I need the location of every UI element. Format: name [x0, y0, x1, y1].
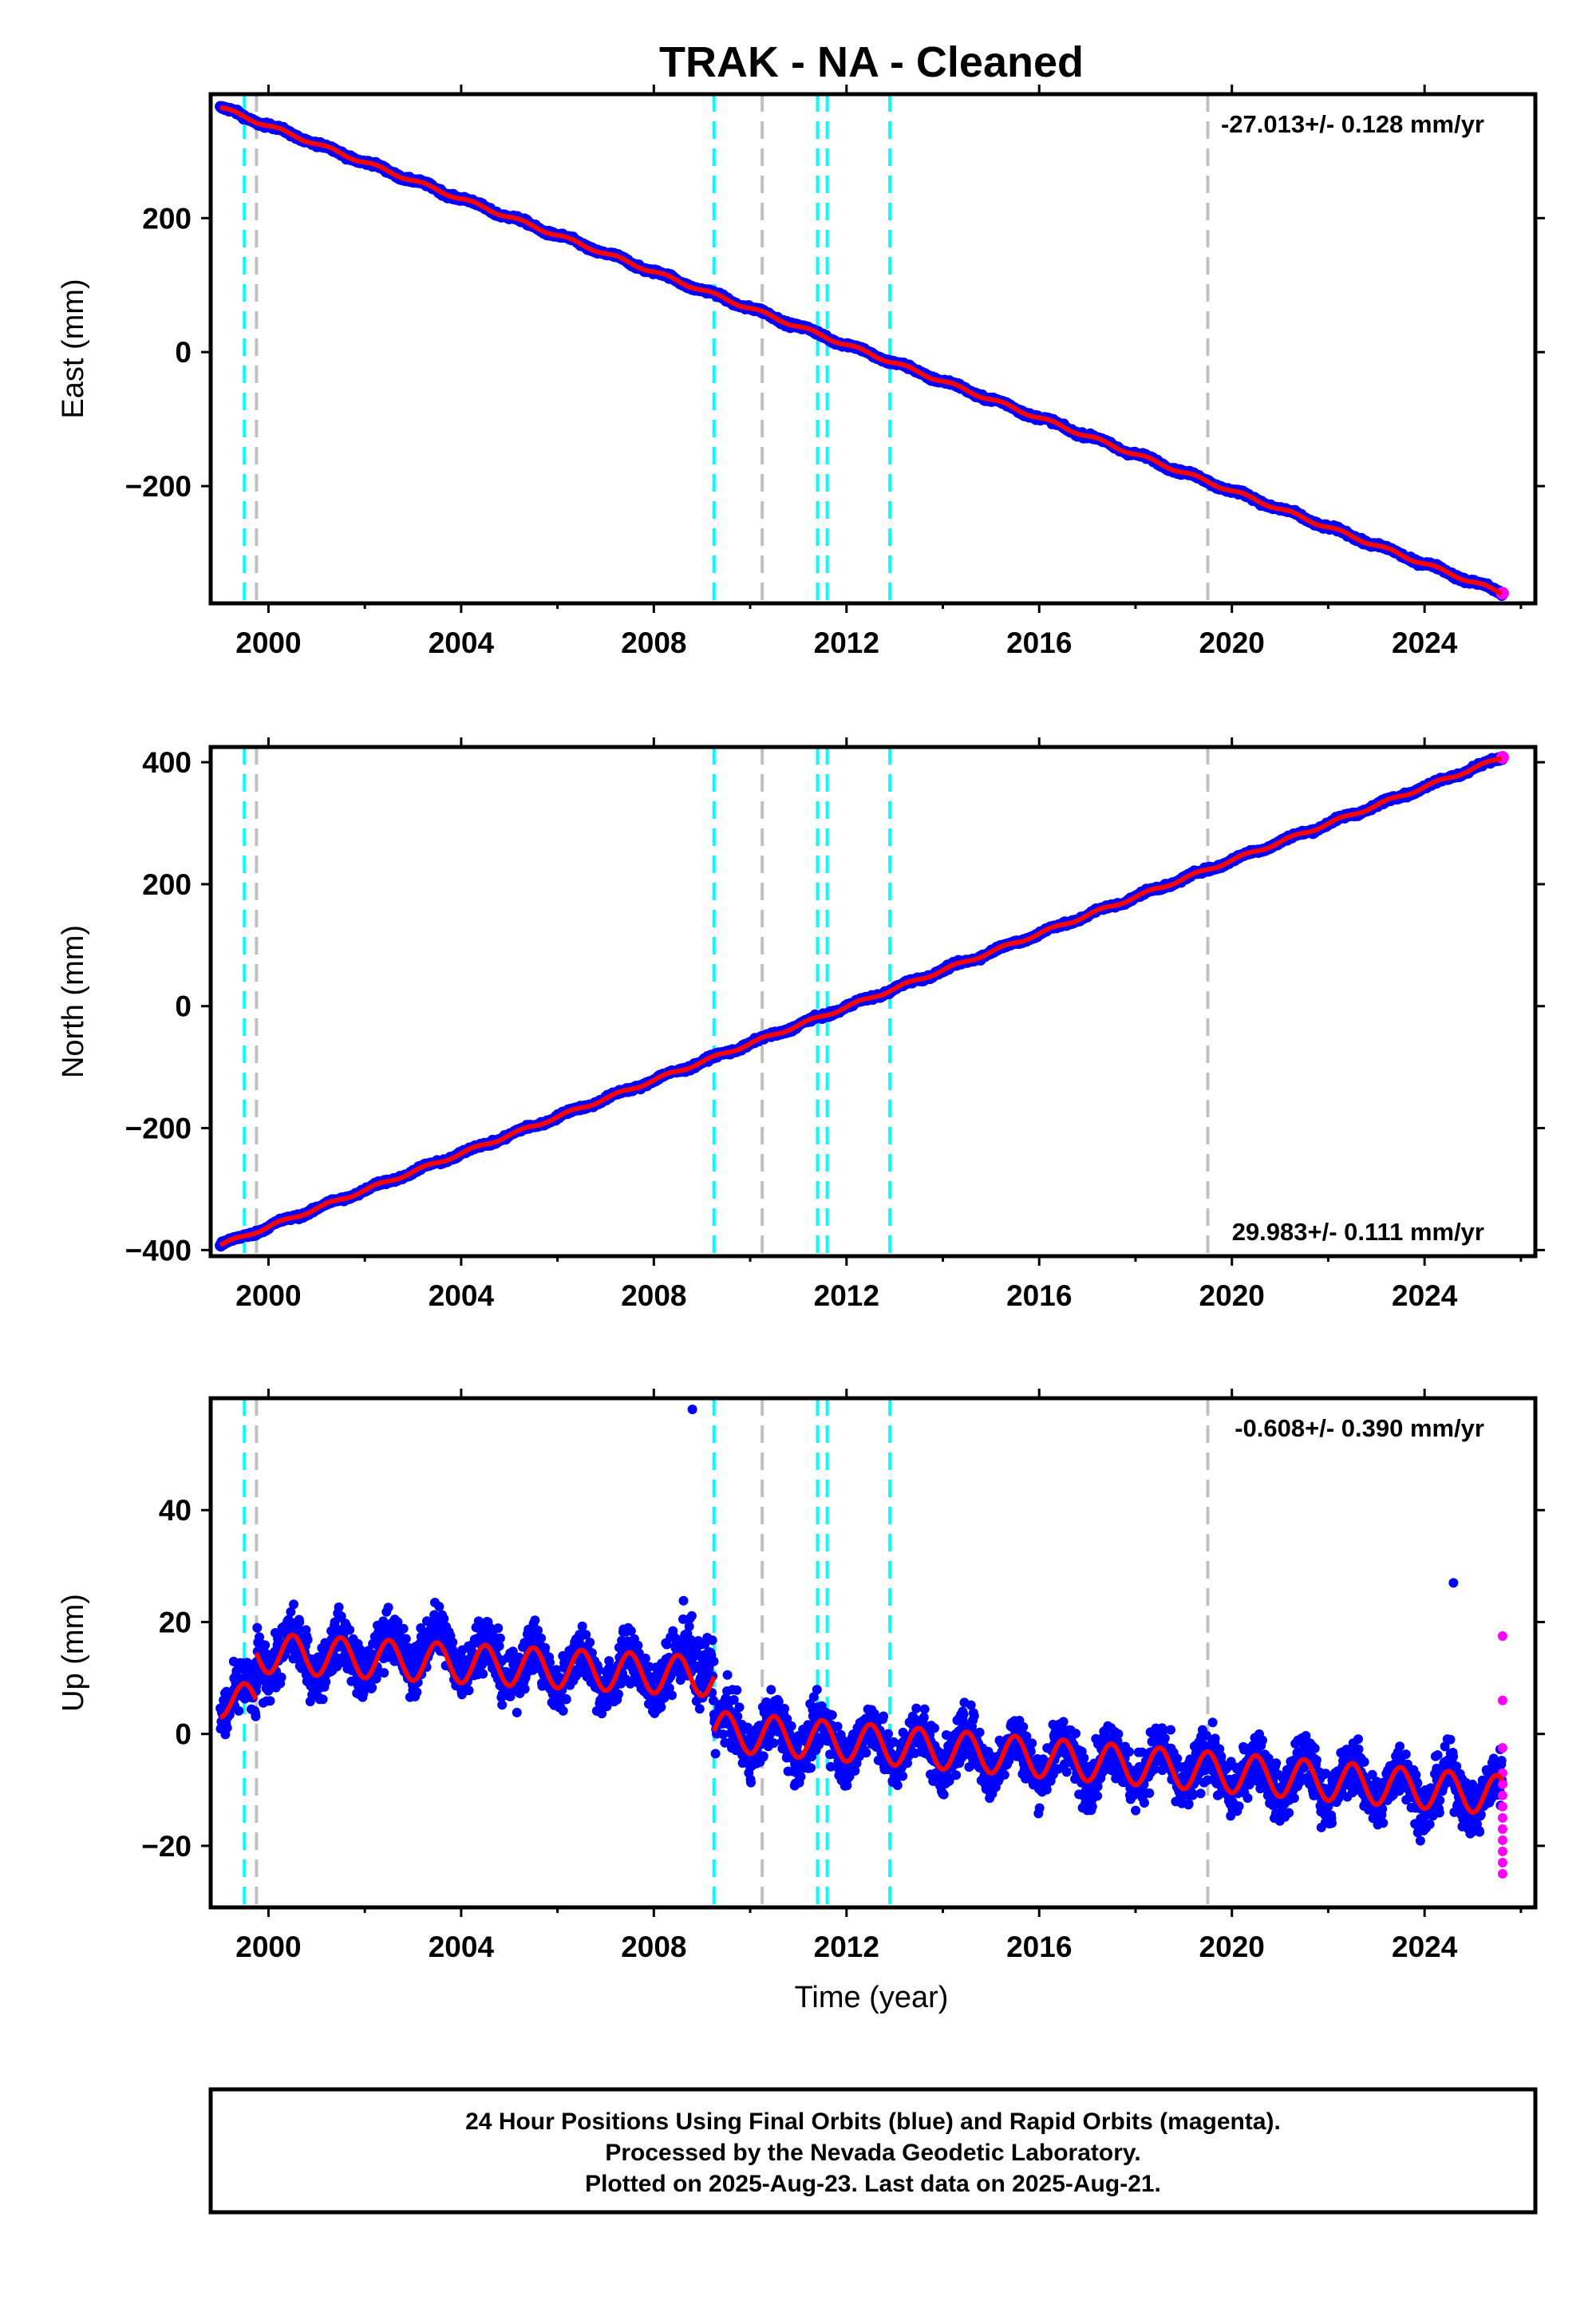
velocity-rate-label: -27.013+/- 0.128 mm/yr	[1221, 110, 1484, 138]
data-point	[294, 1617, 305, 1627]
x-tick-label: 2020	[1199, 1279, 1265, 1312]
model-fit-line	[219, 756, 1503, 1247]
data-point	[260, 1640, 271, 1650]
x-tick-label: 2016	[1006, 1279, 1072, 1312]
x-tick-label: 2020	[1199, 626, 1265, 659]
east-panel: −200 0 200 2000 2004 2008 2012 2016 2020 2024 East…	[57, 85, 1545, 659]
y-tick-label: 400	[142, 746, 192, 779]
model-fit-line	[219, 105, 1503, 596]
data-point	[289, 1599, 298, 1610]
x-tick-label: 2012	[814, 1279, 879, 1312]
x-tick-label: 2012	[814, 626, 879, 659]
data-point	[234, 1705, 244, 1716]
data-point	[251, 1711, 261, 1721]
y-tick-label: −400	[125, 1234, 192, 1267]
data-point	[276, 1672, 286, 1682]
y-axis-label: East (mm)	[57, 279, 90, 418]
y-tick-label: 200	[142, 868, 192, 901]
data-point	[371, 1674, 381, 1684]
x-tick-label: 2016	[1006, 626, 1072, 659]
x-tick-label: 2008	[621, 1279, 686, 1312]
data-point	[222, 1723, 232, 1733]
y-tick-label: 0	[175, 336, 192, 369]
y-tick-label: 200	[142, 202, 192, 235]
y-tick-label: 0	[175, 990, 192, 1023]
x-tick-label: 2004	[429, 626, 495, 659]
chart-title: TRAK - NA - Cleaned	[659, 38, 1084, 86]
x-tick-label: 2000	[235, 1279, 301, 1312]
velocity-rate-label: 29.983+/- 0.111 mm/yr	[1232, 1218, 1484, 1246]
north-panel: −400 −200 0 200 400 2000 2004 2008 2012 2016 2020 2…	[57, 737, 1545, 1312]
x-tick-label: 2004	[429, 1279, 495, 1312]
data-point	[367, 1682, 377, 1693]
data-point	[318, 1694, 328, 1705]
x-tick-label: 2024	[1392, 1279, 1458, 1312]
data-point	[345, 1625, 355, 1635]
y-axis-label: North (mm)	[57, 925, 90, 1078]
x-tick-label: 2024	[1392, 626, 1458, 659]
y-tick-label: −200	[125, 470, 192, 503]
y-tick-label: −200	[125, 1113, 192, 1145]
x-tick-label: 2008	[621, 626, 686, 659]
data-point	[302, 1634, 313, 1645]
x-tick-label: 2000	[235, 626, 301, 659]
data-point	[252, 1622, 263, 1633]
data-point	[265, 1696, 275, 1706]
data-point	[334, 1602, 344, 1612]
